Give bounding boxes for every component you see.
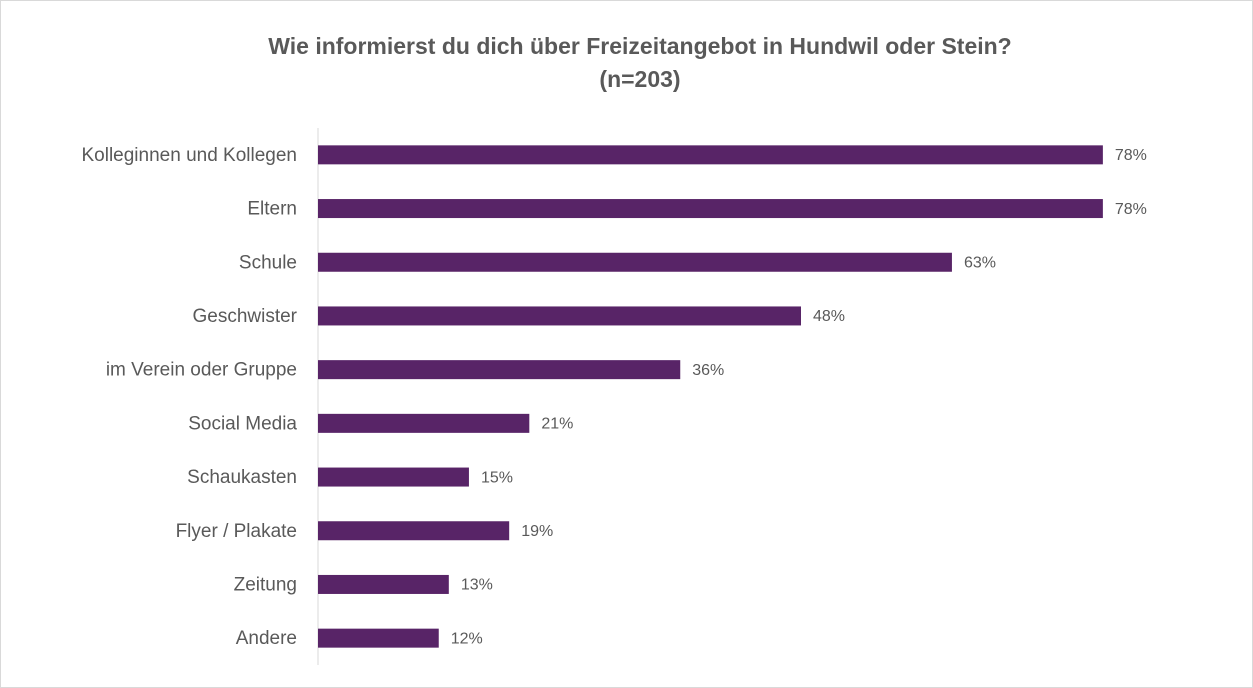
chart-title: Wie informierst du dich über Freizeitang… <box>268 33 1012 59</box>
y-tick-label: Social Media <box>188 413 297 434</box>
data-label: 21% <box>541 416 573 433</box>
bar <box>318 467 469 487</box>
bar <box>318 521 510 541</box>
y-tick-label: im Verein oder Gruppe <box>106 360 297 381</box>
data-label: 15% <box>481 469 513 486</box>
y-tick-label: Schule <box>239 252 297 273</box>
data-label: 36% <box>692 362 724 379</box>
y-tick-label: Geschwister <box>192 306 297 327</box>
data-label: 19% <box>521 523 553 540</box>
data-label: 78% <box>1115 147 1147 164</box>
y-tick-label: Andere <box>236 628 297 649</box>
bar <box>318 306 801 326</box>
bar <box>318 199 1103 219</box>
y-tick-label: Zeitung <box>234 574 297 595</box>
y-tick-label: Eltern <box>247 199 297 220</box>
data-label: 78% <box>1115 201 1147 218</box>
bar <box>318 574 449 594</box>
bar <box>318 413 530 433</box>
y-tick-label: Flyer / Plakate <box>176 521 297 542</box>
data-label: 48% <box>813 308 845 325</box>
chart-subtitle: (n=203) <box>599 66 680 92</box>
y-tick-label: Kolleginnen und Kollegen <box>81 145 297 166</box>
data-label: 12% <box>451 630 483 647</box>
bar <box>318 628 439 648</box>
bar <box>318 360 681 380</box>
bar <box>318 145 1103 165</box>
data-label: 63% <box>964 254 996 271</box>
y-tick-label: Schaukasten <box>187 467 297 488</box>
data-label: 13% <box>461 577 493 594</box>
bar <box>318 252 952 272</box>
